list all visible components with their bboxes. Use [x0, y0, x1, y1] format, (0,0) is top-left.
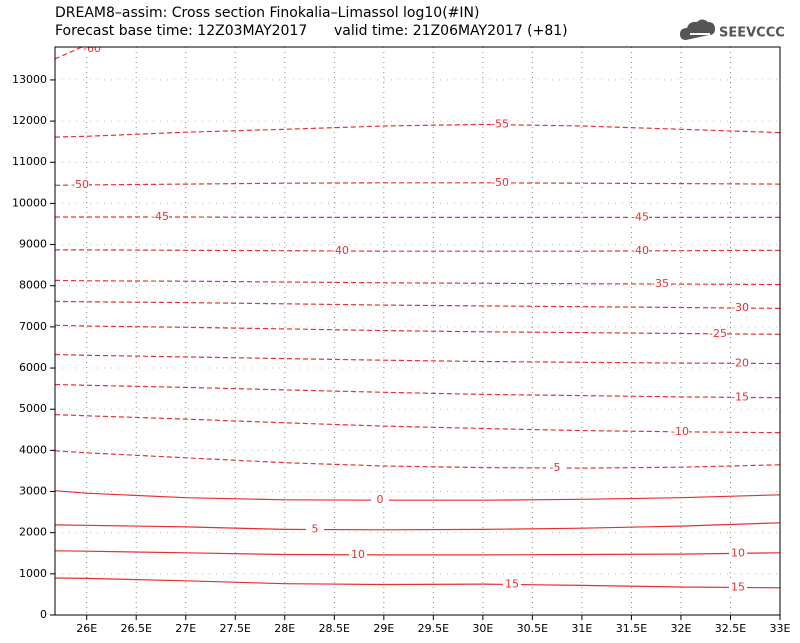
contour-label: -5 — [550, 461, 561, 474]
y-tick-label: 4000 — [19, 443, 47, 456]
contour-label-bg — [709, 327, 727, 340]
contour-label-bg — [729, 547, 747, 560]
x-tick-label: 30E — [472, 622, 493, 635]
contour-line — [55, 249, 780, 252]
x-tick-label: 31E — [571, 622, 592, 635]
contour-line — [55, 450, 780, 469]
contour-label: -45 — [631, 210, 649, 223]
contour-label: 10 — [351, 548, 365, 561]
contour-label-bg — [729, 581, 747, 594]
contour-label: 15 — [731, 580, 745, 593]
x-tick-label: 26.5E — [120, 622, 151, 635]
y-tick-label: 8000 — [19, 279, 47, 292]
contour-label-bg — [83, 47, 101, 55]
x-tick-label: 32.5E — [715, 622, 746, 635]
y-tick-label: 5000 — [19, 402, 47, 415]
contour-line — [55, 550, 780, 556]
contour-label-bg — [491, 176, 509, 189]
x-tick-label: 28.5E — [319, 622, 350, 635]
contour-label-bg — [671, 425, 689, 438]
contour-label: -35 — [651, 277, 669, 290]
contour-label: -30 — [731, 301, 749, 314]
x-tick-label: 26E — [76, 622, 97, 635]
x-tick-label: 29E — [373, 622, 394, 635]
contour-label: 10 — [731, 546, 745, 559]
contour-line — [55, 279, 780, 286]
contour-line — [55, 300, 780, 309]
contour-label-bg — [503, 578, 521, 591]
contour-label: -40 — [631, 244, 649, 257]
x-tick-label: 27E — [175, 622, 196, 635]
y-tick-label: 12000 — [12, 114, 47, 127]
x-tick-label: 27.5E — [220, 622, 251, 635]
contour-line — [55, 577, 780, 589]
y-tick-label: 7000 — [19, 320, 47, 333]
contour-label-bg — [71, 178, 89, 191]
y-tick-label: 9000 — [19, 238, 47, 251]
contour-label-bg — [331, 244, 349, 257]
contour-label-bg — [631, 211, 649, 224]
x-tick-label: 30.5E — [517, 622, 548, 635]
y-tick-label: 13000 — [12, 73, 47, 86]
contour-line — [55, 414, 780, 434]
contour-label: 15 — [505, 577, 519, 590]
contour-label: -60 — [83, 42, 101, 55]
contour-label-bg — [631, 244, 649, 257]
contour-line — [55, 490, 780, 501]
x-tick-label: 28E — [274, 622, 295, 635]
contour-label: 5 — [312, 523, 319, 536]
contour-label: -25 — [709, 327, 727, 340]
contour-label: -15 — [731, 390, 749, 403]
contour-label-bg — [151, 210, 169, 223]
x-tick-label: 32E — [670, 622, 691, 635]
contour-label-bg — [491, 118, 509, 131]
chart-title: DREAM8–assim: Cross section Finokalia–Li… — [55, 5, 479, 21]
logo-text: SEEVCCC — [719, 26, 785, 41]
contour-label-bg — [306, 523, 324, 536]
contour-label-bg — [731, 302, 749, 315]
contour-line — [55, 324, 780, 335]
contour-label-bg — [731, 357, 749, 370]
x-tick-label: 33E — [770, 622, 791, 635]
contour-label-bg — [546, 461, 564, 474]
y-tick-label: 0 — [40, 608, 47, 621]
x-tick-label: 31.5E — [616, 622, 647, 635]
contour-label: 0 — [377, 493, 384, 506]
y-tick-label: 10000 — [12, 196, 47, 209]
contour-label: -50 — [491, 176, 509, 189]
contour-label-bg — [371, 494, 389, 507]
contour-line — [55, 522, 780, 531]
contour-label: -40 — [331, 244, 349, 257]
contour-line — [55, 123, 780, 138]
contour-line — [55, 383, 780, 399]
plot-frame — [54, 46, 781, 616]
contour-label: -55 — [491, 118, 509, 131]
y-tick-label: 3000 — [19, 485, 47, 498]
x-tick-label: 29.5E — [418, 622, 449, 635]
contour-label: -50 — [71, 178, 89, 191]
contour-line — [55, 182, 780, 186]
contour-label-bg — [349, 548, 367, 561]
contour-label: -10 — [671, 425, 689, 438]
logo: SEEVCCC — [680, 19, 785, 41]
contour-line — [55, 353, 780, 365]
y-tick-label: 2000 — [19, 526, 47, 539]
y-tick-label: 11000 — [12, 155, 47, 168]
chart-subtitle: Forecast base time: 12Z03MAY2017 valid t… — [55, 23, 568, 39]
contour-label: -45 — [151, 210, 169, 223]
y-tick-label: 6000 — [19, 361, 47, 374]
contour-label-bg — [731, 391, 749, 404]
contour-label-bg — [651, 277, 669, 290]
y-tick-label: 1000 — [19, 567, 47, 580]
contour-label: -20 — [731, 356, 749, 369]
